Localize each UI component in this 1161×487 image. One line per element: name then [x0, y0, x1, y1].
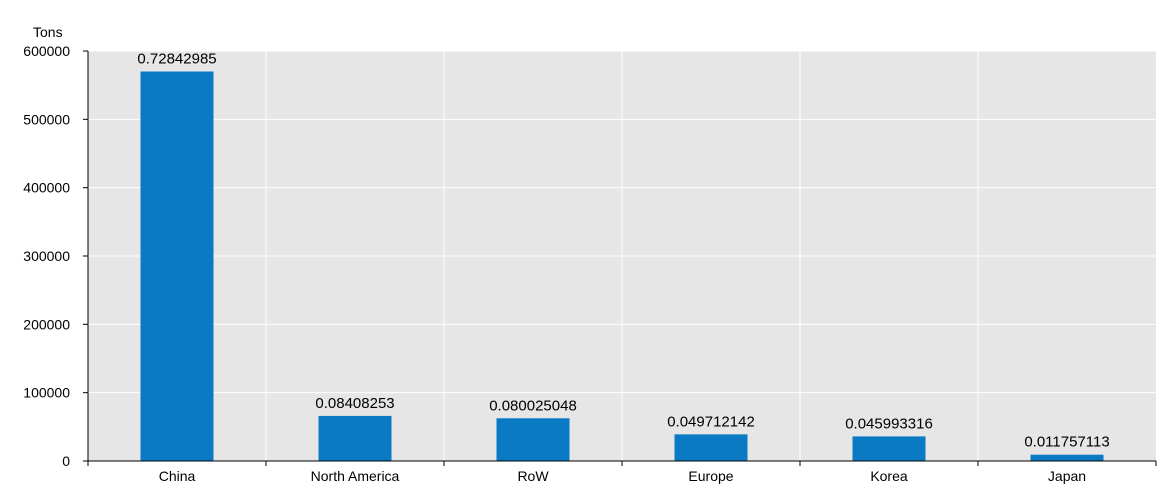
bars [140, 71, 1104, 461]
x-tick-label: Korea [870, 468, 908, 484]
bar-japan [1030, 454, 1104, 461]
data-label: 0.049712142 [667, 413, 755, 430]
bar-row [496, 418, 570, 461]
y-tick-label: 500000 [23, 111, 70, 127]
x-tick-label: Europe [688, 468, 733, 484]
x-tick-label: Japan [1048, 468, 1086, 484]
data-label: 0.72842985 [137, 51, 216, 68]
bar-europe [674, 434, 748, 461]
y-tick-label: 400000 [23, 180, 70, 196]
data-label: 0.045993316 [845, 415, 933, 432]
x-tick-label: RoW [517, 468, 549, 484]
y-tick-label: 100000 [23, 385, 70, 401]
x-tick-label: North America [311, 468, 400, 484]
gridlines [88, 50, 1156, 461]
y-tick-labels: 0 100000 200000 300000 400000 500000 600000 [23, 43, 70, 469]
data-label: 0.080025048 [489, 397, 577, 414]
axes [83, 50, 1157, 466]
x-tick-labels: China North America RoW Europe Korea Japan [159, 468, 1086, 484]
data-labels: 0.72842985 0.08408253 0.080025048 0.0497121… [137, 51, 1109, 451]
y-tick-label: 0 [62, 453, 70, 469]
y-tick-label: 300000 [23, 248, 70, 264]
bar-china [140, 71, 214, 461]
y-tick-label: 200000 [23, 316, 70, 332]
y-axis-label: Tons [33, 24, 63, 40]
x-tick-label: China [159, 468, 196, 484]
bar-korea [852, 436, 926, 461]
data-label: 0.011757113 [1024, 434, 1109, 451]
data-label: 0.08408253 [315, 395, 394, 412]
y-tick-label: 600000 [23, 43, 70, 59]
bar-north-america [318, 415, 392, 461]
